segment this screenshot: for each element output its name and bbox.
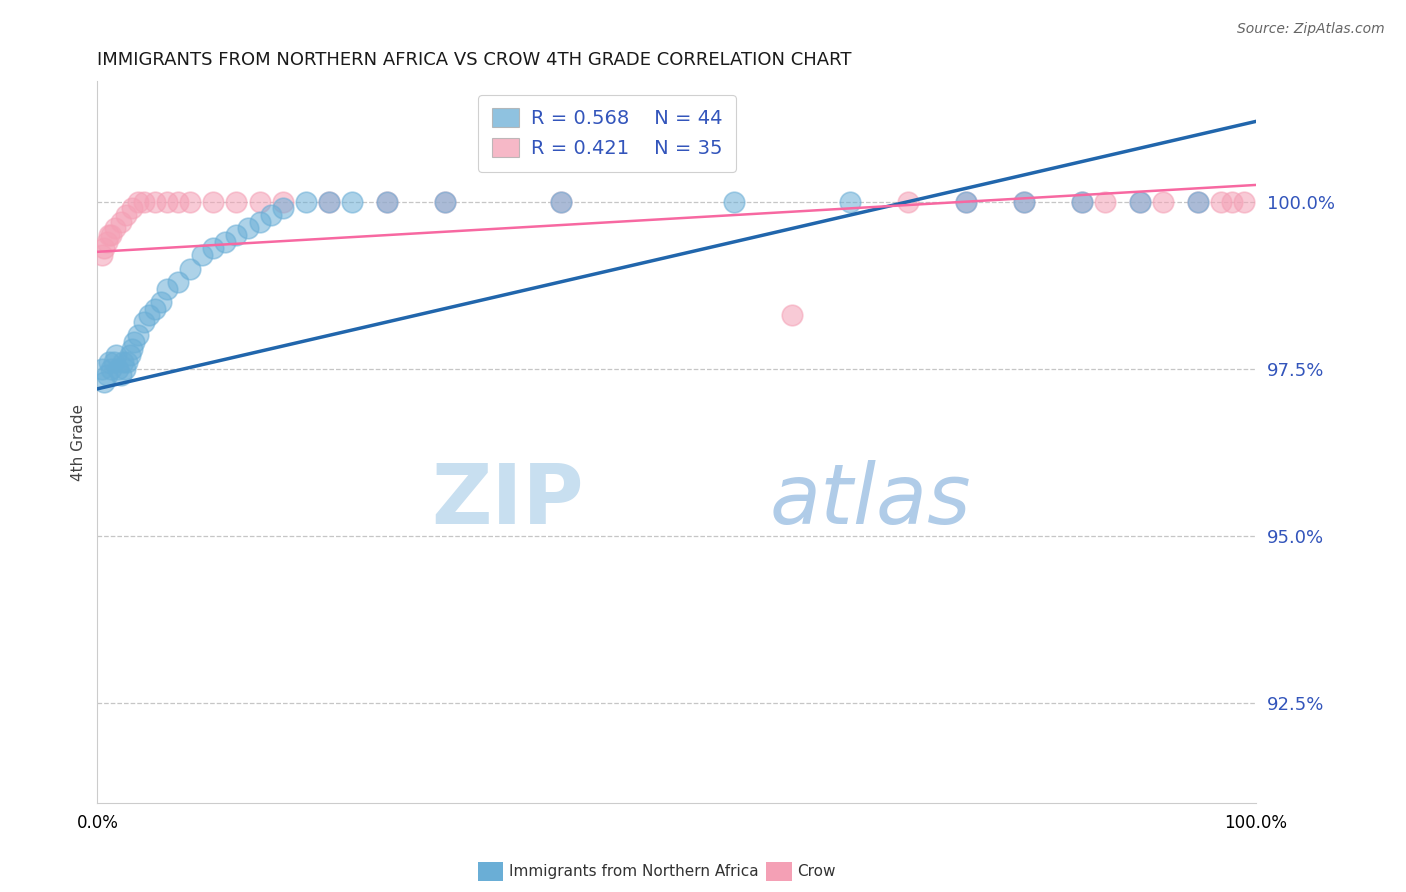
Point	[97, 228, 120, 243]
Point	[1222, 194, 1244, 209]
Point	[127, 328, 149, 343]
Point	[433, 194, 456, 209]
Point	[110, 368, 132, 383]
Point	[295, 194, 318, 209]
Point	[179, 194, 201, 209]
Point	[124, 334, 146, 349]
Point	[249, 215, 271, 229]
Point	[225, 194, 247, 209]
Point	[93, 375, 115, 389]
Point	[103, 355, 125, 369]
Point	[340, 194, 363, 209]
Point	[375, 194, 398, 209]
Point	[318, 194, 340, 209]
Point	[114, 361, 136, 376]
Point	[100, 228, 122, 243]
Point	[1070, 194, 1092, 209]
Point	[1012, 194, 1035, 209]
Point	[202, 194, 225, 209]
Point	[179, 261, 201, 276]
Point	[156, 194, 179, 209]
Point	[550, 194, 572, 209]
Point	[138, 308, 160, 322]
Point	[318, 194, 340, 209]
Point	[115, 208, 138, 222]
Point	[433, 194, 456, 209]
Point	[96, 235, 118, 249]
Point	[782, 308, 804, 322]
Point	[1094, 194, 1116, 209]
Point	[91, 361, 114, 376]
Point	[375, 194, 398, 209]
Point	[1129, 194, 1152, 209]
Point	[156, 282, 179, 296]
Text: ZIP: ZIP	[432, 459, 583, 541]
Point	[190, 248, 212, 262]
Point	[111, 355, 134, 369]
Point	[104, 348, 127, 362]
Point	[127, 194, 149, 209]
Point	[1129, 194, 1152, 209]
Point	[236, 221, 259, 235]
Point	[91, 248, 114, 262]
Point	[1187, 194, 1209, 209]
Text: Crow: Crow	[797, 864, 835, 879]
Point	[271, 202, 294, 216]
Text: atlas: atlas	[769, 459, 970, 541]
Point	[121, 342, 143, 356]
Point	[723, 194, 745, 209]
Point	[143, 194, 166, 209]
Point	[955, 194, 977, 209]
Point	[93, 242, 115, 256]
Y-axis label: 4th Grade: 4th Grade	[72, 404, 86, 481]
Point	[260, 208, 283, 222]
Point	[897, 194, 920, 209]
Point	[100, 361, 122, 376]
Point	[97, 355, 120, 369]
Point	[167, 194, 190, 209]
Point	[143, 301, 166, 316]
Point	[839, 194, 862, 209]
Point	[1187, 194, 1209, 209]
Point	[118, 348, 141, 362]
Point	[249, 194, 271, 209]
Point	[955, 194, 977, 209]
Point	[1152, 194, 1174, 209]
Point	[110, 215, 132, 229]
Point	[550, 194, 572, 209]
Point	[225, 228, 247, 243]
Point	[132, 315, 155, 329]
Point	[271, 194, 294, 209]
Point	[96, 368, 118, 383]
Text: Source: ZipAtlas.com: Source: ZipAtlas.com	[1237, 22, 1385, 37]
Text: IMMIGRANTS FROM NORTHERN AFRICA VS CROW 4TH GRADE CORRELATION CHART: IMMIGRANTS FROM NORTHERN AFRICA VS CROW …	[97, 51, 852, 69]
Point	[121, 202, 143, 216]
Legend: R = 0.568    N = 44, R = 0.421    N = 35: R = 0.568 N = 44, R = 0.421 N = 35	[478, 95, 735, 171]
Point	[107, 361, 129, 376]
Point	[117, 355, 139, 369]
Point	[202, 242, 225, 256]
Point	[150, 294, 173, 309]
Point	[104, 221, 127, 235]
Point	[1070, 194, 1092, 209]
Point	[1209, 194, 1232, 209]
Point	[214, 235, 236, 249]
Point	[132, 194, 155, 209]
Point	[1012, 194, 1035, 209]
Point	[167, 275, 190, 289]
Text: Immigrants from Northern Africa: Immigrants from Northern Africa	[509, 864, 759, 879]
Point	[1233, 194, 1256, 209]
